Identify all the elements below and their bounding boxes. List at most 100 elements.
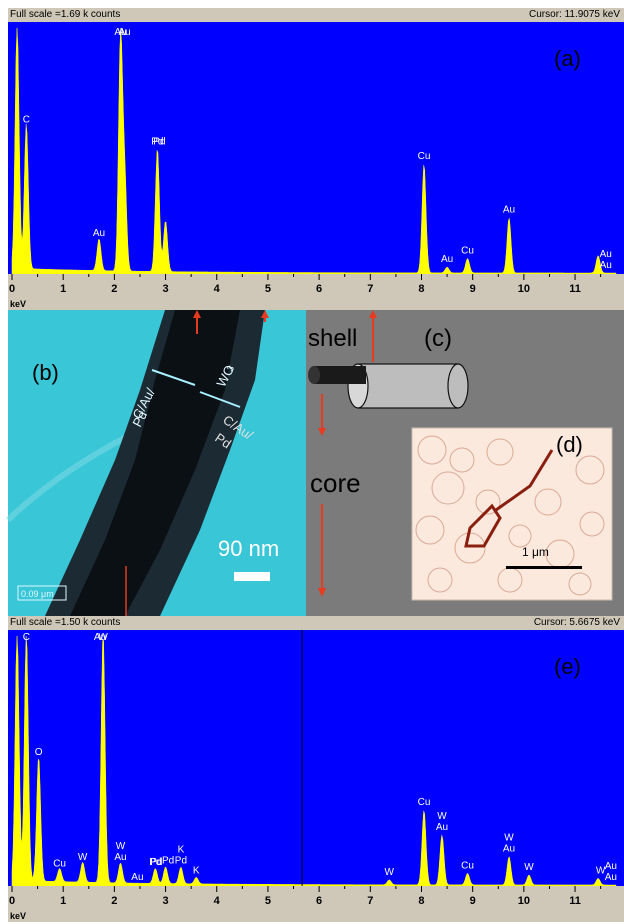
cursor-label-e: Cursor: 5.6675 keV — [533, 617, 620, 628]
x-tick-label: 4 — [214, 895, 221, 907]
x-tick-label: 10 — [518, 283, 530, 295]
peak-label: W — [596, 865, 606, 876]
peak-label: Au — [600, 260, 612, 271]
x-tick-label: 8 — [418, 283, 424, 295]
panel-b-label: (b) — [32, 360, 59, 385]
x-tick-label: 10 — [518, 895, 530, 907]
peak-label: Pd — [149, 857, 161, 868]
panel-d-label: (d) — [556, 432, 583, 457]
peak-label: Au — [441, 254, 453, 265]
peak-label: Pd — [151, 136, 163, 147]
peak-label: Cu — [461, 860, 474, 871]
x-axis-band — [8, 274, 624, 310]
panel-e: Full scale =1.50 k counts Cursor: 5.6675… — [0, 616, 624, 924]
peak-label: K — [178, 844, 185, 855]
nanowire-core — [70, 310, 240, 616]
core-label: core — [310, 468, 361, 498]
x-tick-label: 6 — [316, 895, 322, 907]
peak-label: Au — [600, 249, 612, 260]
peak-label: C — [23, 114, 30, 125]
peak-label: Pd — [175, 855, 187, 866]
core-cylinder — [314, 366, 366, 384]
x-tick-label: 0 — [9, 895, 15, 907]
x-tick-label: 8 — [418, 895, 424, 907]
scale-box-b — [17, 585, 67, 601]
peak-label: W — [116, 841, 126, 852]
peak-label: W — [98, 632, 108, 643]
inset-d-mesh — [415, 435, 605, 596]
tem-bright-edge — [5, 427, 142, 523]
x-tick-label: 9 — [470, 895, 476, 907]
core-cylinder-end — [308, 366, 320, 384]
peak-label: Au — [114, 27, 126, 38]
peak-label: Cu — [418, 797, 431, 808]
x-tick-label: 3 — [162, 283, 168, 295]
middle-panels: (b) C/Au/ Pd WO 3 C/Au/ Pd 90 nm 0.09 μm… — [0, 310, 624, 616]
peak-label: Au — [503, 205, 515, 216]
middle-svg: (b) C/Au/ Pd WO 3 C/Au/ Pd 90 nm 0.09 μm… — [5, 310, 624, 616]
arrow-core-down-2-head — [318, 588, 326, 597]
peak-label: Cu — [418, 151, 431, 162]
scale-box-label-b: 0.09 μm — [21, 589, 54, 599]
x-tick-label: 9 — [470, 283, 476, 295]
shell-cylinder-end — [447, 363, 469, 409]
plot-area — [8, 22, 624, 274]
peak-label: O — [35, 747, 43, 758]
peak-label: Au — [118, 27, 130, 38]
peak-label: W — [385, 867, 395, 878]
x-tick-label: 1 — [60, 895, 66, 907]
x-tick-label: 2 — [111, 895, 117, 907]
peak-label: W — [78, 852, 88, 863]
arrow-core-down-1-head — [318, 428, 326, 436]
peak-label: Au — [114, 852, 126, 863]
peak-label: Au — [436, 822, 448, 833]
scale-bar-b — [234, 572, 270, 581]
plot-area — [8, 630, 624, 886]
peak-label: Cu — [53, 859, 66, 870]
panel-label: (e) — [554, 654, 581, 679]
x-axis-label: keV — [10, 299, 26, 309]
peak-label: Au — [93, 228, 105, 239]
cau-pd-arrow-1 — [151, 369, 196, 386]
x-tick-label: 7 — [367, 895, 373, 907]
x-axis-band — [8, 886, 624, 922]
scale-bar-label-d: 1 μm — [522, 545, 549, 559]
peak-label: Pd — [162, 855, 174, 866]
peak-label: Au — [605, 872, 617, 883]
cursor-label-a: Cursor: 11.9075 keV — [529, 9, 620, 20]
peak-label: K — [193, 865, 200, 876]
panel-label: (a) — [554, 46, 581, 71]
x-tick-label: 2 — [111, 283, 117, 295]
full-scale-label-e: Full scale =1.50 k counts — [10, 617, 121, 628]
x-tick-label: 5 — [265, 283, 271, 295]
x-axis-label: keV — [10, 911, 26, 921]
arrow-tem-up-2-head — [261, 310, 269, 318]
peak-label: Pd — [150, 857, 162, 868]
spectrum-trace — [11, 635, 617, 887]
x-tick-label: 4 — [214, 283, 221, 295]
inset-d-wire — [464, 449, 554, 548]
peak-label: W — [437, 811, 447, 822]
peak-label: Au — [605, 861, 617, 872]
cau-pd-label-1b: Pd — [129, 408, 150, 429]
peak-label: W — [504, 833, 514, 844]
peak-label: Au — [131, 872, 143, 883]
scale-bar-d — [506, 566, 582, 569]
x-tick-label: 11 — [569, 283, 581, 295]
cau-pd-label-2b: Pd — [212, 430, 234, 451]
x-tick-label: 7 — [367, 283, 373, 295]
panel-a: Full scale =1.69 k counts Cursor: 11.907… — [0, 0, 624, 310]
spectrum-trace — [11, 27, 617, 275]
x-tick-label: 1 — [60, 283, 66, 295]
x-tick-label: 5 — [265, 895, 271, 907]
peak-label: Pd — [153, 136, 165, 147]
shell-cylinder-body — [357, 363, 459, 409]
peak-label: C — [23, 632, 30, 643]
shell-label: shell — [308, 325, 357, 352]
x-tick-label: 11 — [569, 895, 581, 907]
full-scale-label-a: Full scale =1.69 k counts — [10, 9, 121, 20]
x-tick-label: 6 — [316, 283, 322, 295]
arrow-tem-up-1-head — [193, 310, 201, 318]
arrow-shell-up-head — [369, 310, 377, 318]
